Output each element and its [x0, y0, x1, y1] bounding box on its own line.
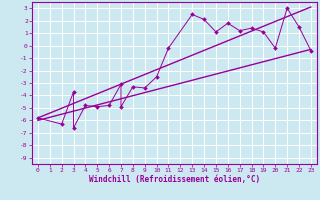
X-axis label: Windchill (Refroidissement éolien,°C): Windchill (Refroidissement éolien,°C) [89, 175, 260, 184]
